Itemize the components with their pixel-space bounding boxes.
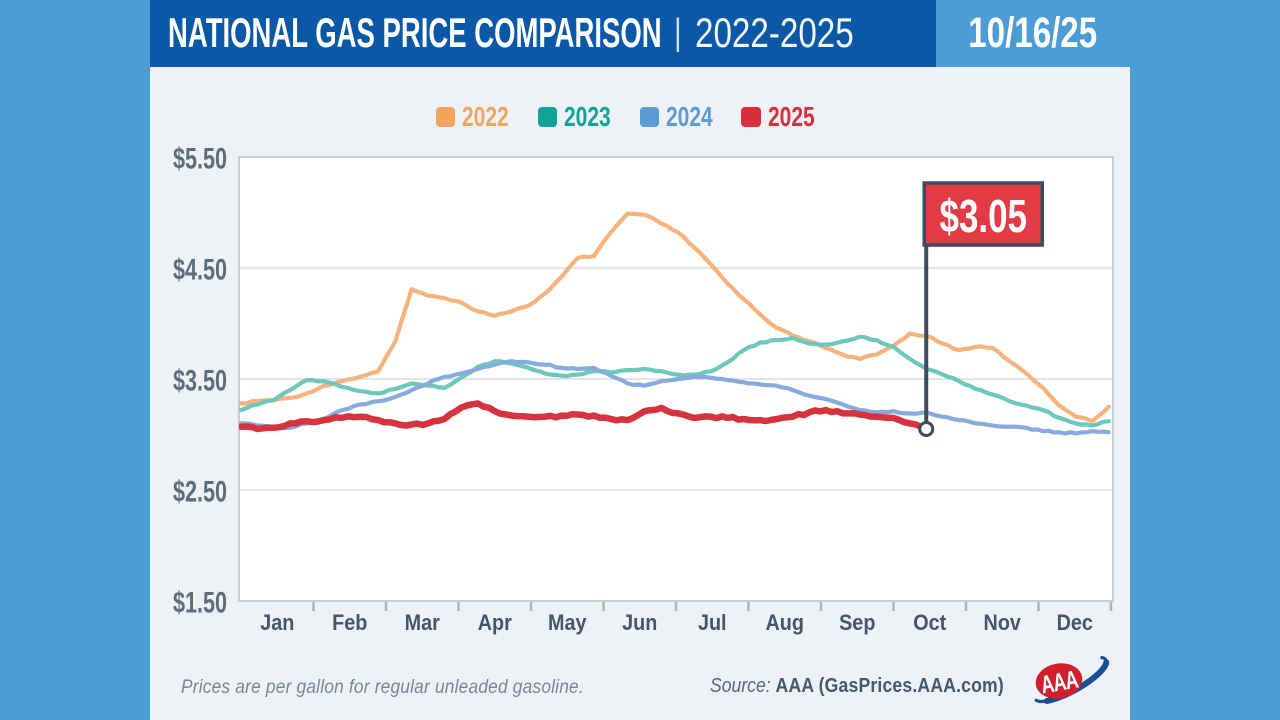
aaa-logo: AAA — [1034, 656, 1110, 704]
x-axis-label-Mar: Mar — [405, 611, 440, 635]
legend-swatch-2023 — [537, 107, 558, 127]
legend-item-2023: 2023 — [537, 101, 627, 133]
legend-item-2024: 2024 — [639, 101, 729, 133]
title-years: 2022-2025 — [695, 8, 854, 56]
page-title: NATIONAL GAS PRICE COMPARISON — [168, 8, 662, 56]
series-line-2023 — [239, 334, 1111, 428]
gas-price-chart: $5.50 $4.50 $3.50 $2.50 $1.50 Jan Feb Mar Apr May… — [173, 141, 1114, 635]
y-axis-label-2.50: $2.50 — [173, 474, 227, 508]
footer-source: Source: AAA (GasPrices.AAA.com) — [710, 675, 1004, 698]
footer-note: Prices are per gallon for regular unlead… — [181, 676, 584, 698]
x-axis-label-May: May — [548, 611, 587, 635]
legend-label-2023: 2023 — [564, 101, 611, 132]
x-axis-label-Feb: Feb — [332, 611, 367, 635]
legend-swatch-2024 — [639, 107, 659, 127]
legend-label-2022: 2022 — [462, 101, 510, 132]
x-axis-label-Oct: Oct — [913, 611, 946, 635]
aaa-logo-text: AAA — [1039, 664, 1081, 699]
title-divider: | — [674, 11, 682, 53]
x-axis-label-Nov: Nov — [984, 611, 1022, 635]
current-price-marker — [918, 420, 935, 437]
x-axis-label-Sep: Sep — [839, 611, 875, 635]
chart-legend: 2022 2023 2024 2025 — [143, 99, 1123, 135]
header-date: 10/16/25 — [936, 0, 1130, 67]
legend-label-2025: 2025 — [767, 101, 815, 132]
legend-swatch-2022 — [435, 107, 456, 127]
y-axis-label-5.50: $5.50 — [173, 141, 227, 175]
x-axis-label-Dec: Dec — [1057, 611, 1094, 635]
aaa-logo-oval — [1035, 663, 1083, 699]
x-axis-label-Apr: Apr — [478, 611, 512, 635]
legend-item-2022: 2022 — [435, 101, 525, 133]
legend-label-2024: 2024 — [666, 101, 713, 132]
series-line-2022 — [239, 211, 1111, 424]
y-axis-label-1.50: $1.50 — [173, 585, 227, 619]
price-flag — [922, 181, 1044, 247]
series-line-2024 — [239, 359, 1111, 436]
x-axis-label-Jan: Jan — [260, 611, 294, 635]
source-text: AAA (GasPrices.AAA.com) — [775, 675, 1004, 697]
x-axis-label-Jun: Jun — [622, 611, 657, 635]
price-flag-label: $3.05 — [940, 190, 1027, 242]
y-axis-label-3.50: $3.50 — [173, 363, 227, 397]
date-text: 10/16/25 — [968, 9, 1098, 57]
header-bar: NATIONAL GAS PRICE COMPARISON | 2022-202… — [150, 0, 936, 67]
source-prefix: Source: — [710, 675, 771, 697]
x-axis-label-Jul: Jul — [698, 611, 727, 635]
legend-swatch-2025 — [741, 107, 761, 127]
legend-item-2025: 2025 — [741, 101, 830, 133]
series-line-2025 — [239, 400, 930, 433]
y-axis-label-4.50: $4.50 — [173, 252, 227, 286]
x-axis-label-Aug: Aug — [766, 611, 804, 635]
